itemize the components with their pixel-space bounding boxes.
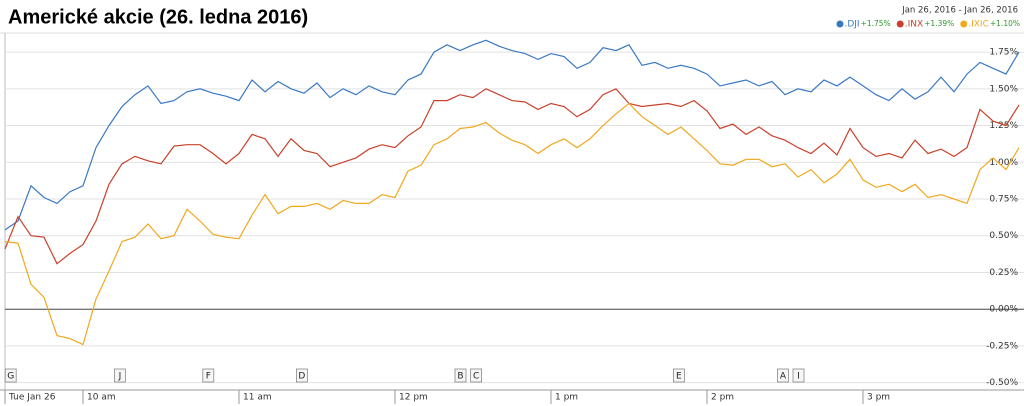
y-tick-label: 0.00% — [989, 305, 1018, 315]
y-tick-label: 1.75% — [989, 48, 1018, 58]
y-tick-label: 1.25% — [989, 121, 1018, 131]
legend-dot — [960, 20, 968, 28]
event-flag — [673, 368, 685, 383]
x-tick-label: 12 pm — [399, 393, 428, 403]
event-flag — [4, 368, 17, 383]
event-label: G — [7, 372, 14, 382]
event-flag — [454, 368, 467, 383]
y-tick-label: 1.00% — [989, 158, 1018, 168]
event-label: C — [473, 372, 479, 382]
chart-title: Americké akcie (26. ledna 2016) — [8, 6, 308, 28]
event-flag — [295, 368, 308, 383]
legend-dot — [896, 20, 904, 28]
legend-name: .DJI — [844, 20, 859, 30]
date-range: Jan 26, 2016 - Jan 26, 2016 — [901, 6, 1018, 16]
event-flag — [470, 368, 483, 383]
series-line — [4, 102, 1020, 346]
legend-change: +1.39% — [924, 19, 954, 28]
y-tick-label: 1.50% — [989, 84, 1018, 94]
event-flag — [792, 368, 805, 383]
legend-dot — [836, 20, 844, 28]
event-flag — [202, 368, 215, 383]
legend-name: .IXIC — [968, 20, 989, 30]
y-tick-label: -0.25% — [986, 341, 1018, 351]
x-tick-label: 3 pm — [867, 393, 890, 403]
event-label: B — [457, 372, 463, 382]
legend-change: +1.75% — [861, 19, 891, 28]
x-tick-label: 10 am — [87, 393, 116, 403]
event-label: I — [797, 372, 800, 382]
y-tick-label: 0.75% — [989, 195, 1018, 205]
event-label: D — [298, 372, 305, 382]
event-label: J — [118, 372, 122, 382]
event-label: E — [676, 372, 682, 382]
event-flag — [114, 368, 126, 383]
x-tick-label: 1 pm — [555, 393, 578, 403]
legend-change: +1.10% — [990, 19, 1020, 28]
event-label: F — [206, 372, 211, 382]
y-tick-label: 0.25% — [989, 268, 1018, 278]
y-tick-label: -0.50% — [986, 378, 1018, 388]
x-tick-label: Tue Jan 26 — [8, 393, 56, 403]
x-tick-label: 11 am — [243, 393, 272, 403]
event-flag — [777, 368, 789, 383]
series-line — [4, 39, 1020, 231]
series-line — [4, 88, 1020, 265]
y-tick-label: 0.50% — [989, 231, 1018, 241]
event-label: A — [780, 372, 787, 382]
legend-name: .INX — [905, 20, 923, 30]
x-tick-label: 2 pm — [711, 393, 734, 403]
